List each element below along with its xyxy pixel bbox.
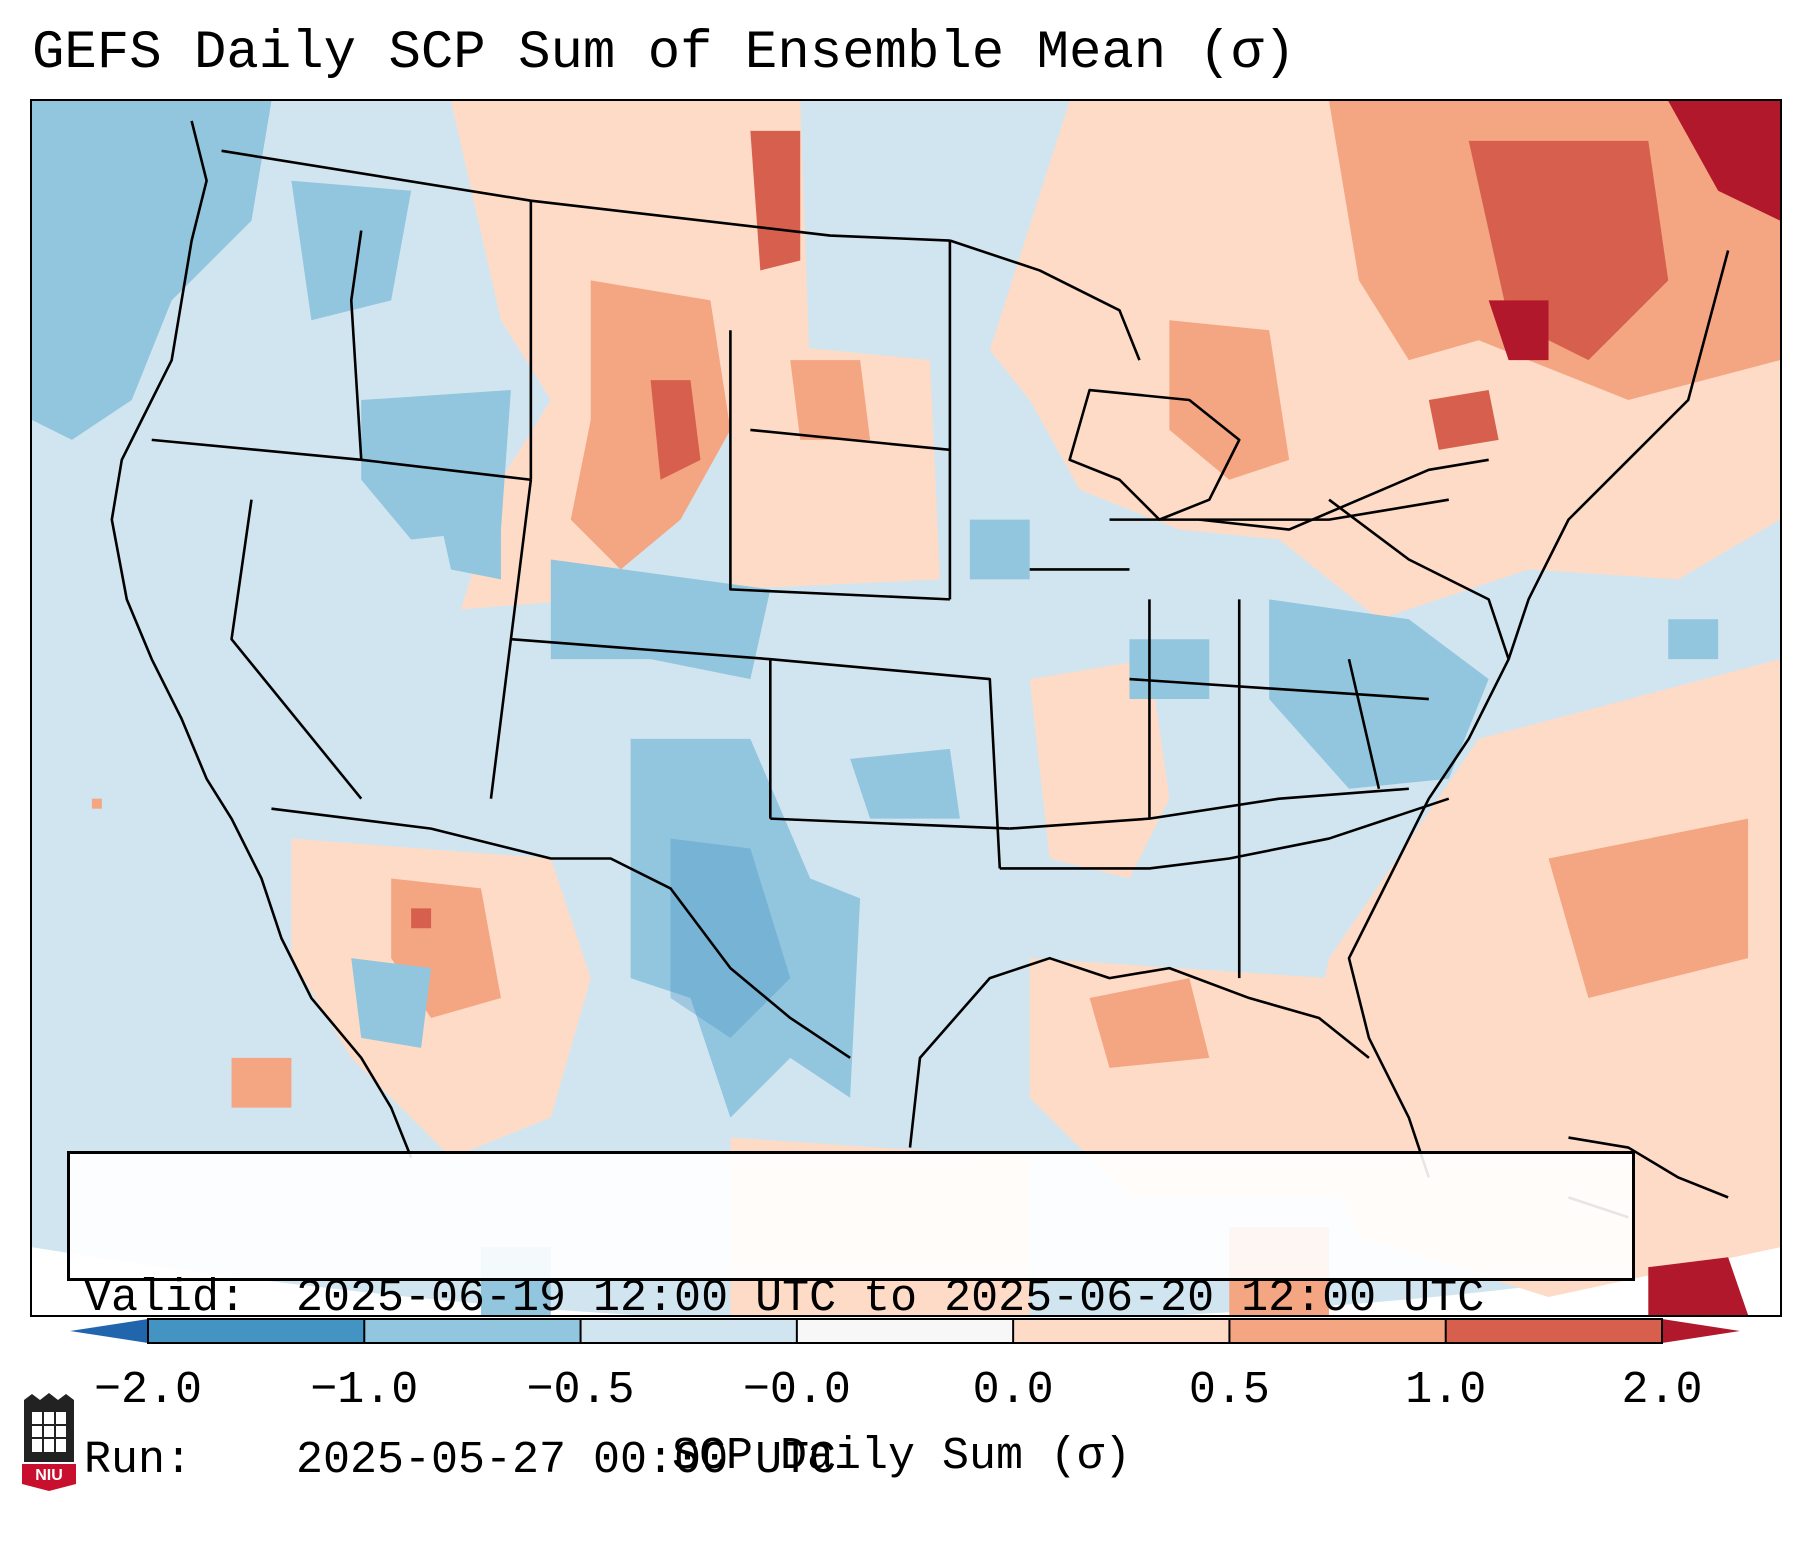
valid-label: Valid: [84, 1273, 247, 1324]
colorbar-tick-label: −0.5 [526, 1365, 635, 1416]
valid-value: 2025-06-19 12:00 UTC to 2025-06-20 12:00… [296, 1273, 1485, 1324]
colorbar-tick-label: −1.0 [310, 1365, 419, 1416]
colorbar-bin [1013, 1319, 1230, 1343]
niu-logo-text: NIU [35, 1467, 63, 1484]
colorbar-bin [1229, 1319, 1447, 1343]
run-label: Run: [84, 1435, 193, 1486]
colorbar-over-triangle [1662, 1319, 1740, 1343]
validity-infobox: Valid: 2025-06-19 12:00 UTC to 2025-06-20… [67, 1151, 1635, 1486]
colorbar-bin [796, 1319, 1014, 1343]
positive-anomaly-regions [231, 101, 1780, 1315]
colorbar-tick-label: −2.0 [93, 1365, 203, 1416]
run-row: Run: 2025-05-27 00:00 UTC [84, 1434, 1632, 1488]
map-panel [30, 99, 1782, 1317]
valid-row: Valid: 2025-06-19 12:00 UTC to 2025-06-20… [84, 1272, 1632, 1326]
colorbar-tick-label: 0.0 [972, 1365, 1054, 1416]
coastline-and-borders [110, 120, 1730, 1219]
projection-edge [32, 1247, 1780, 1315]
niu-logo: NIU [22, 1393, 76, 1491]
colorbar-bin [1445, 1319, 1663, 1343]
colorbar-bin [580, 1319, 798, 1343]
colorbar-tick-label: −0.0 [742, 1365, 851, 1416]
map-title: GEFS Daily SCP Sum of Ensemble Mean (σ) [32, 23, 1296, 84]
colorbar-tick-label: 2.0 [1621, 1365, 1703, 1416]
colorbar-tick-label: 1.0 [1405, 1365, 1487, 1416]
colorbar-bin [148, 1319, 365, 1343]
colorbar-bin [364, 1319, 582, 1343]
colorbar-label: SCP Daily Sum (σ) [671, 1431, 1132, 1482]
colorbar-tick-label: 0.5 [1188, 1365, 1270, 1416]
run-value: 2025-05-27 00:00 UTC [296, 1435, 837, 1486]
anomaly-map [32, 101, 1780, 1315]
colorbar-under-triangle [70, 1319, 148, 1343]
colorbar [70, 1318, 1740, 1344]
